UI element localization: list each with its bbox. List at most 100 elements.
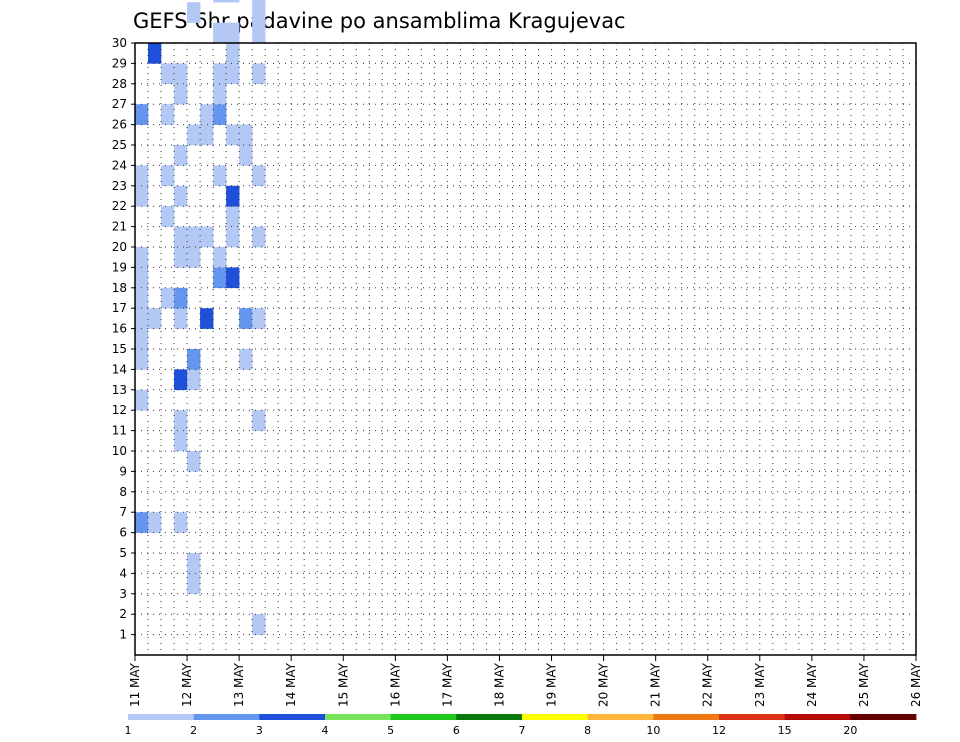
y-tick-label: 29 [112, 56, 127, 70]
heatmap-cell [174, 430, 188, 452]
y-tick-label: 30 [112, 36, 127, 50]
y-tick-label: 2 [119, 607, 127, 621]
colorbar-segment [522, 714, 589, 720]
heatmap-cell [161, 104, 175, 125]
y-tick-label: 7 [119, 505, 127, 519]
colorbar-tick-label: 10 [646, 724, 660, 737]
heatmap-cell [174, 63, 188, 85]
y-tick-label: 16 [112, 322, 127, 336]
y-tick-label: 26 [112, 118, 127, 132]
heatmap-cell [213, 63, 227, 85]
heatmap-cell [187, 349, 201, 370]
heatmap-cell [239, 124, 253, 146]
x-tick-label: 21 MAY [649, 662, 663, 707]
heatmap-cell [213, 83, 227, 105]
colorbar-segment [719, 714, 786, 720]
colorbar-tick-label: 8 [584, 724, 591, 737]
heatmap-cell [135, 512, 149, 533]
heatmap-cell [213, 165, 227, 187]
colorbar-tick-label: 6 [453, 724, 460, 737]
y-tick-label: 17 [112, 301, 127, 315]
heatmap-cell [174, 185, 188, 207]
colorbar-tick-label: 2 [190, 724, 197, 737]
y-tick-label: 4 [119, 566, 127, 580]
heatmap-cell [187, 369, 201, 391]
heatmap-cell [200, 104, 214, 125]
y-tick-label: 27 [112, 97, 127, 111]
heatmap-cell [226, 124, 240, 146]
y-tick-label: 15 [112, 342, 127, 356]
heatmap-cell [174, 226, 188, 248]
colorbar-segment [128, 714, 195, 720]
heatmap-cell [187, 124, 201, 146]
heatmap-cell [200, 124, 214, 146]
heatmap-cell [187, 2, 201, 23]
x-tick-label: 14 MAY [284, 662, 298, 707]
colorbar-tick-label: 5 [387, 724, 394, 737]
heatmap-cell [135, 185, 149, 207]
colorbar-segment [390, 714, 457, 720]
colorbar-segment [325, 714, 392, 720]
heatmap-cell [226, 226, 240, 248]
x-tick-label: 11 MAY [128, 662, 142, 707]
heatmap-cell [252, 308, 266, 329]
colorbar-tick-label: 20 [843, 724, 857, 737]
heatmap-cell [174, 83, 188, 105]
heatmap-cell [187, 573, 201, 595]
colorbar-tick-label: 4 [322, 724, 329, 737]
colorbar-tick-label: 15 [778, 724, 792, 737]
heatmap-cell [135, 267, 149, 289]
y-tick-label: 14 [112, 362, 127, 376]
heatmap-cell [161, 206, 175, 227]
colorbar-tick-label: 1 [125, 724, 132, 737]
y-tick-label: 10 [112, 444, 127, 458]
colorbar-segment [193, 714, 260, 720]
heatmap-cell [226, 267, 240, 289]
y-tick-label: 20 [112, 240, 127, 254]
heatmap-cell [226, 0, 240, 3]
colorbar-segment [850, 714, 917, 720]
heatmap-cell [135, 165, 149, 187]
colorbar-segment [784, 714, 851, 720]
heatmap-cell [148, 43, 162, 64]
y-tick-label: 19 [112, 260, 127, 274]
heatmap-cell [252, 0, 266, 3]
y-tick-label: 3 [119, 587, 127, 601]
colorbar-tick-label: 12 [712, 724, 726, 737]
x-tick-label: 20 MAY [597, 662, 611, 707]
heatmap-cell [200, 226, 214, 248]
colorbar-segment [259, 714, 326, 720]
y-tick-label: 13 [112, 383, 127, 397]
heatmap-cell [213, 0, 227, 3]
x-tick-label: 13 MAY [232, 662, 246, 707]
x-tick-label: 18 MAY [492, 662, 506, 707]
colorbar-segment [456, 714, 523, 720]
heatmap-cell [239, 349, 253, 370]
heatmap-cell [135, 328, 149, 350]
heatmap-cell [213, 267, 227, 289]
y-tick-label: 23 [112, 179, 127, 193]
heatmap-cell [135, 349, 149, 370]
x-tick-label: 12 MAY [180, 662, 194, 707]
heatmap-cell [135, 308, 149, 329]
heatmap-cell [174, 145, 188, 166]
heatmap-cell [252, 165, 266, 187]
y-tick-label: 6 [119, 526, 127, 540]
heatmap-cell [187, 451, 201, 472]
heatmap-cell [252, 22, 266, 44]
x-tick-label: 25 MAY [857, 662, 871, 707]
x-tick-label: 19 MAY [545, 662, 559, 707]
heatmap-cell [148, 308, 162, 329]
heatmap-cell [252, 410, 266, 431]
heatmap-cell [174, 308, 188, 329]
x-tick-label: 17 MAY [440, 662, 454, 707]
y-tick-label: 24 [112, 158, 127, 172]
heatmap-cell [135, 104, 149, 125]
heatmap-cell [161, 63, 175, 85]
heatmap-cell [174, 287, 188, 309]
y-tick-label: 5 [119, 546, 127, 560]
y-tick-label: 9 [119, 464, 127, 478]
heatmap-cell [200, 308, 214, 329]
y-tick-label: 22 [112, 199, 127, 213]
y-tick-label: 1 [119, 628, 127, 642]
